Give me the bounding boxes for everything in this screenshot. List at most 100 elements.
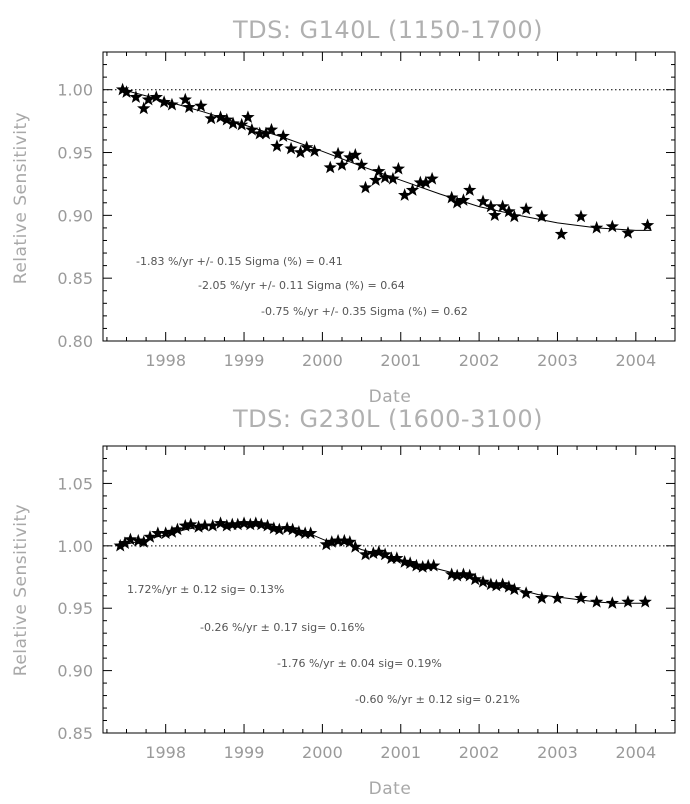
data-point <box>502 204 516 218</box>
data-point <box>231 517 245 531</box>
data-point <box>398 188 412 201</box>
data-point <box>165 525 179 538</box>
data-point <box>495 199 510 213</box>
data-point <box>554 227 569 240</box>
x-tick-label: 2003 <box>537 351 578 370</box>
fit-annotation: -1.83 %/yr +/- 0.15 Sigma (%) = 0.41 <box>136 255 343 268</box>
data-point <box>519 202 533 215</box>
data-point <box>419 175 433 189</box>
fit-annotation: -0.75 %/yr +/- 0.35 Sigma (%) = 0.62 <box>261 305 468 318</box>
data-point <box>235 117 249 131</box>
data-point <box>450 568 464 582</box>
x-tick-label: 2000 <box>302 351 343 370</box>
x-tick-label: 2004 <box>615 743 656 762</box>
data-point <box>372 164 386 178</box>
data-point <box>113 538 127 552</box>
x-axis-label: Date <box>369 779 412 799</box>
data-point <box>194 99 208 112</box>
x-tick-label: 1999 <box>224 351 265 370</box>
data-point <box>366 546 380 559</box>
data-point <box>386 171 400 185</box>
data-point <box>354 158 369 171</box>
data-point <box>495 577 510 591</box>
x-tick-label: 2002 <box>459 351 500 370</box>
data-point <box>182 100 196 113</box>
data-point <box>184 517 198 531</box>
y-tick-label: 1.05 <box>57 474 93 493</box>
data-point <box>589 594 604 608</box>
data-point <box>519 586 533 599</box>
fit-annotation: -0.60 %/yr ± 0.12 sig= 0.21% <box>355 693 520 706</box>
data-point <box>300 140 314 154</box>
x-tick-label: 2003 <box>537 743 578 762</box>
data-point <box>463 183 477 196</box>
data-point <box>421 558 435 572</box>
x-tick-label: 2002 <box>459 743 500 762</box>
data-point <box>243 517 257 531</box>
data-point <box>178 92 192 106</box>
data-point <box>170 522 185 536</box>
fit-annotation: -2.05 %/yr +/- 0.11 Sigma (%) = 0.64 <box>198 279 405 292</box>
data-point <box>335 158 349 171</box>
data-point <box>403 556 417 569</box>
y-tick-label: 1.00 <box>57 537 93 556</box>
data-point <box>151 526 165 540</box>
fit-annotation: 1.72%/yr ± 0.12 sig= 0.13% <box>127 583 284 596</box>
data-point <box>416 560 430 573</box>
data-point <box>621 594 635 608</box>
data-point <box>323 160 337 174</box>
data-point <box>605 596 619 609</box>
fit-line <box>122 89 652 231</box>
data-point <box>259 126 273 140</box>
x-tick-label: 2001 <box>380 351 421 370</box>
data-point <box>348 540 362 553</box>
data-point <box>260 518 275 532</box>
data-point <box>137 101 151 115</box>
data-point <box>456 193 471 206</box>
y-tick-label: 1.00 <box>57 81 93 100</box>
data-point <box>358 180 373 194</box>
data-point <box>488 208 502 222</box>
data-point <box>225 517 239 531</box>
y-tick-label: 0.90 <box>57 206 93 225</box>
data-point <box>348 148 362 161</box>
data-point <box>390 551 404 564</box>
data-point <box>178 518 192 532</box>
data-point <box>159 526 173 540</box>
data-point <box>405 183 420 196</box>
data-point <box>272 522 286 536</box>
data-point <box>325 535 339 548</box>
data-point <box>574 591 588 604</box>
data-point <box>303 526 318 540</box>
data-point <box>445 190 459 204</box>
data-point <box>343 535 357 548</box>
data-point <box>331 146 345 160</box>
plot-g140l: TDS: G140L (1150-1700) Date Relative Sen… <box>11 16 676 407</box>
data-point <box>468 572 482 586</box>
data-point <box>157 95 171 108</box>
data-point <box>425 171 439 185</box>
data-point <box>270 139 284 152</box>
data-point <box>149 90 163 103</box>
data-point <box>384 551 399 564</box>
data-point <box>285 522 300 536</box>
data-point <box>391 161 406 175</box>
data-point <box>507 209 522 223</box>
data-point <box>640 218 655 232</box>
data-point <box>220 112 234 126</box>
y-tick-label: 0.90 <box>57 662 93 681</box>
data-point <box>484 199 498 213</box>
data-point <box>307 144 322 157</box>
data-point <box>241 110 255 123</box>
plot-frame <box>102 445 676 734</box>
data-point <box>507 582 522 596</box>
y-tick-label: 0.95 <box>57 144 93 163</box>
x-tick-label: 2000 <box>302 743 343 762</box>
y-axis-label: Relative Sensitivity <box>11 504 31 676</box>
data-point <box>638 594 652 608</box>
data-point <box>198 518 212 532</box>
data-point <box>253 126 267 140</box>
data-point <box>264 122 279 136</box>
data-point <box>123 532 138 546</box>
